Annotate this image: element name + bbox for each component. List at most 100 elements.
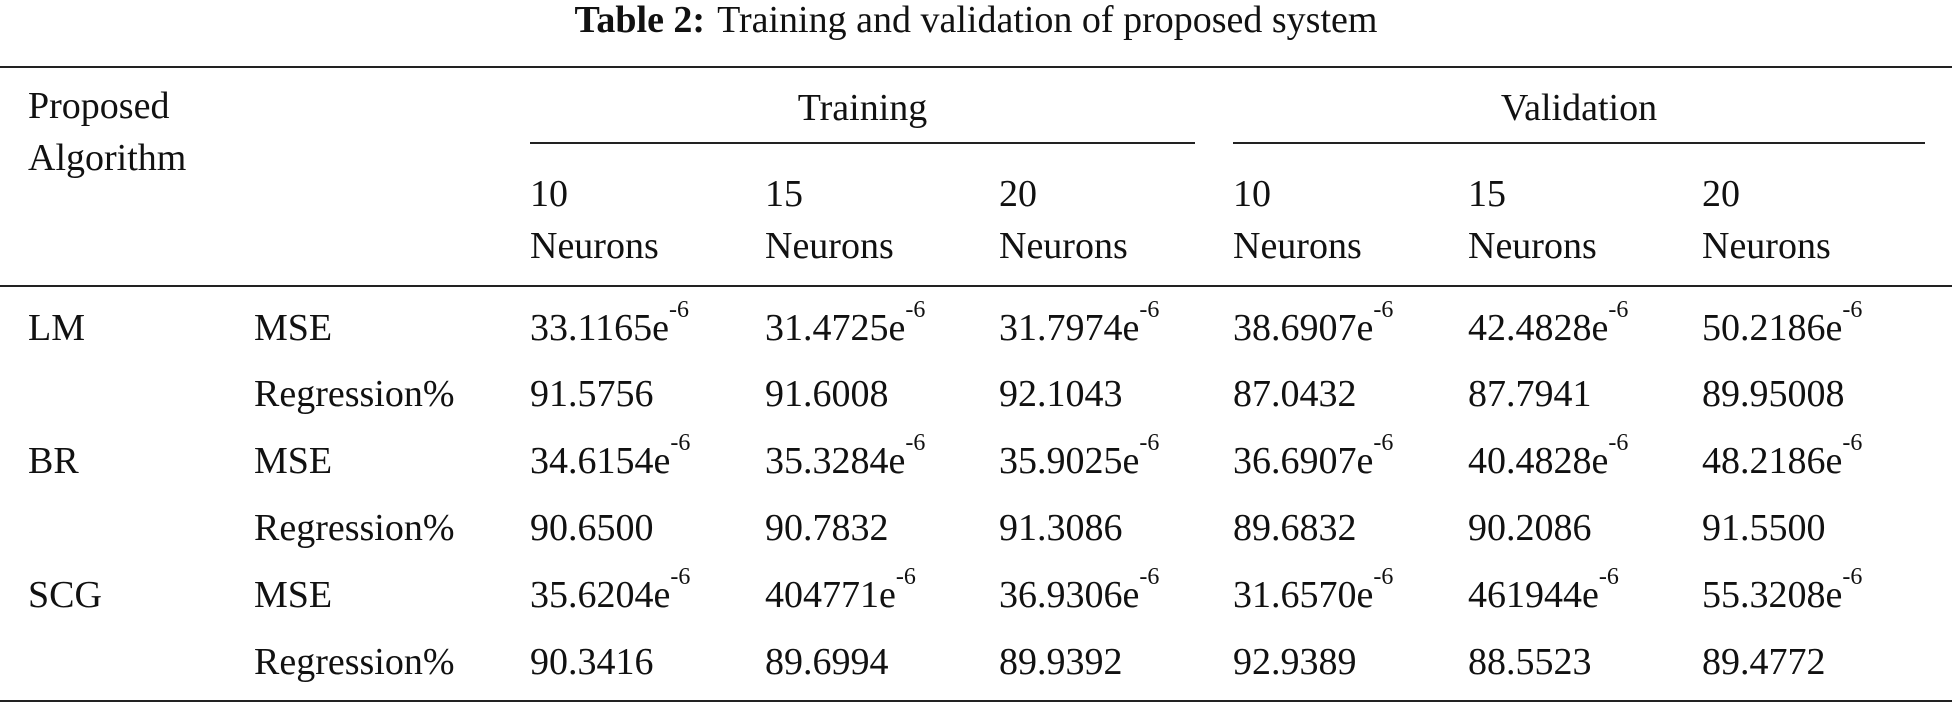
cell-value: 36.9306e bbox=[999, 574, 1140, 616]
metric-label: MSE bbox=[254, 307, 333, 349]
cell-value: 31.7974e bbox=[999, 307, 1140, 349]
cell-exponent: -6 bbox=[670, 564, 691, 590]
cell-value: 31.4725e bbox=[765, 307, 906, 349]
column-header-count: 10 bbox=[530, 173, 568, 215]
table-cell: 34.6154e-6 bbox=[530, 431, 690, 487]
table-cell: 50.2186e-6 bbox=[1702, 298, 1862, 354]
table-cell: 89.4772 bbox=[1702, 636, 1826, 688]
column-header: 15 Neurons bbox=[1468, 168, 1597, 272]
table-caption-label: Table 2: bbox=[574, 0, 706, 41]
cell-exponent: -6 bbox=[1139, 564, 1160, 590]
cell-value: 50.2186e bbox=[1702, 307, 1843, 349]
cell-value: 38.6907e bbox=[1233, 307, 1374, 349]
cell-value: 404771e bbox=[765, 574, 896, 616]
table-cell: 87.7941 bbox=[1468, 368, 1592, 420]
table-cell: 55.3208e-6 bbox=[1702, 565, 1862, 621]
column-header-unit: Neurons bbox=[1702, 225, 1831, 267]
column-header: 10 Neurons bbox=[1233, 168, 1362, 272]
table-caption-text: Training and validation of proposed syst… bbox=[717, 0, 1378, 41]
table-cell: 90.2086 bbox=[1468, 502, 1592, 554]
table-cell: 92.1043 bbox=[999, 368, 1123, 420]
table-cell: 48.2186e-6 bbox=[1702, 431, 1862, 487]
cell-value: 91.3086 bbox=[999, 507, 1123, 549]
column-header: 20 Neurons bbox=[1702, 168, 1831, 272]
cell-exponent: -6 bbox=[905, 297, 926, 323]
cell-value: 33.1165e bbox=[530, 307, 669, 349]
column-header-unit: Neurons bbox=[1468, 225, 1597, 267]
table-cell: 88.5523 bbox=[1468, 636, 1592, 688]
algorithm-label: SCG bbox=[28, 574, 102, 616]
table-cell: 89.9392 bbox=[999, 636, 1123, 688]
cell-value: 91.5500 bbox=[1702, 507, 1826, 549]
column-header-unit: Neurons bbox=[765, 225, 894, 267]
column-header-unit: Neurons bbox=[530, 225, 659, 267]
column-header-count: 20 bbox=[1702, 173, 1740, 215]
header-bottom-rule bbox=[0, 285, 1952, 287]
cell-exponent: -6 bbox=[1608, 430, 1629, 456]
cell-exponent: -6 bbox=[1373, 430, 1394, 456]
table-cell: 87.0432 bbox=[1233, 368, 1357, 420]
table-cell: 33.1165e-6 bbox=[530, 298, 689, 354]
column-header-count: 15 bbox=[1468, 173, 1506, 215]
cell-value: 90.7832 bbox=[765, 507, 889, 549]
cell-value: 89.4772 bbox=[1702, 641, 1826, 683]
cell-value: 91.6008 bbox=[765, 373, 889, 415]
table-cell: 36.6907e-6 bbox=[1233, 431, 1393, 487]
table-cell: 35.3284e-6 bbox=[765, 431, 925, 487]
table-bottom-rule bbox=[0, 700, 1952, 702]
table-cell: 461944e-6 bbox=[1468, 565, 1619, 621]
table-cell: 31.4725e-6 bbox=[765, 298, 925, 354]
table-cell: 40.4828e-6 bbox=[1468, 431, 1628, 487]
cell-value: 92.1043 bbox=[999, 373, 1123, 415]
column-header-unit: Neurons bbox=[1233, 225, 1362, 267]
row-header-label: Proposed Algorithm bbox=[28, 80, 186, 184]
table-cell: 89.6832 bbox=[1233, 502, 1357, 554]
cell-value: 89.6994 bbox=[765, 641, 889, 683]
cell-value: 31.6570e bbox=[1233, 574, 1374, 616]
table-cell: 91.6008 bbox=[765, 368, 889, 420]
table-cell: 31.7974e-6 bbox=[999, 298, 1159, 354]
cell-value: 90.6500 bbox=[530, 507, 654, 549]
table-cell: 42.4828e-6 bbox=[1468, 298, 1628, 354]
table-cell: 31.6570e-6 bbox=[1233, 565, 1393, 621]
table-cell: 92.9389 bbox=[1233, 636, 1357, 688]
cell-value: 48.2186e bbox=[1702, 440, 1843, 482]
cell-exponent: -6 bbox=[1373, 564, 1394, 590]
table-cell: 90.7832 bbox=[765, 502, 889, 554]
cell-value: 35.6204e bbox=[530, 574, 671, 616]
cell-value: 36.6907e bbox=[1233, 440, 1374, 482]
metric-label: MSE bbox=[254, 574, 333, 616]
column-header: 15 Neurons bbox=[765, 168, 894, 272]
group-header-validation: Validation bbox=[1500, 87, 1658, 129]
cell-value: 42.4828e bbox=[1468, 307, 1609, 349]
cell-exponent: -6 bbox=[1373, 297, 1394, 323]
metric-label: Regression% bbox=[254, 507, 455, 549]
algorithm-label: LM bbox=[28, 307, 85, 349]
metric-label: Regression% bbox=[254, 641, 455, 683]
table-cell: 91.3086 bbox=[999, 502, 1123, 554]
table-cell: 35.6204e-6 bbox=[530, 565, 690, 621]
cell-value: 89.95008 bbox=[1702, 373, 1845, 415]
cell-exponent: -6 bbox=[670, 430, 691, 456]
cell-value: 87.7941 bbox=[1468, 373, 1592, 415]
column-header-count: 10 bbox=[1233, 173, 1271, 215]
cell-value: 35.9025e bbox=[999, 440, 1140, 482]
cell-value: 90.3416 bbox=[530, 641, 654, 683]
cell-value: 55.3208e bbox=[1702, 574, 1843, 616]
cell-exponent: -6 bbox=[1139, 297, 1160, 323]
cell-value: 90.2086 bbox=[1468, 507, 1592, 549]
cell-value: 89.9392 bbox=[999, 641, 1123, 683]
cell-exponent: -6 bbox=[1598, 564, 1619, 590]
table-cell: 38.6907e-6 bbox=[1233, 298, 1393, 354]
table-cell: 404771e-6 bbox=[765, 565, 916, 621]
validation-group-rule bbox=[1233, 142, 1925, 144]
table-cell: 91.5500 bbox=[1702, 502, 1826, 554]
cell-value: 461944e bbox=[1468, 574, 1599, 616]
cell-exponent: -6 bbox=[905, 430, 926, 456]
cell-value: 34.6154e bbox=[530, 440, 671, 482]
table-cell: 89.95008 bbox=[1702, 368, 1845, 420]
column-header-count: 15 bbox=[765, 173, 803, 215]
table-cell: 89.6994 bbox=[765, 636, 889, 688]
cell-exponent: -6 bbox=[1139, 430, 1160, 456]
cell-exponent: -6 bbox=[1842, 297, 1863, 323]
